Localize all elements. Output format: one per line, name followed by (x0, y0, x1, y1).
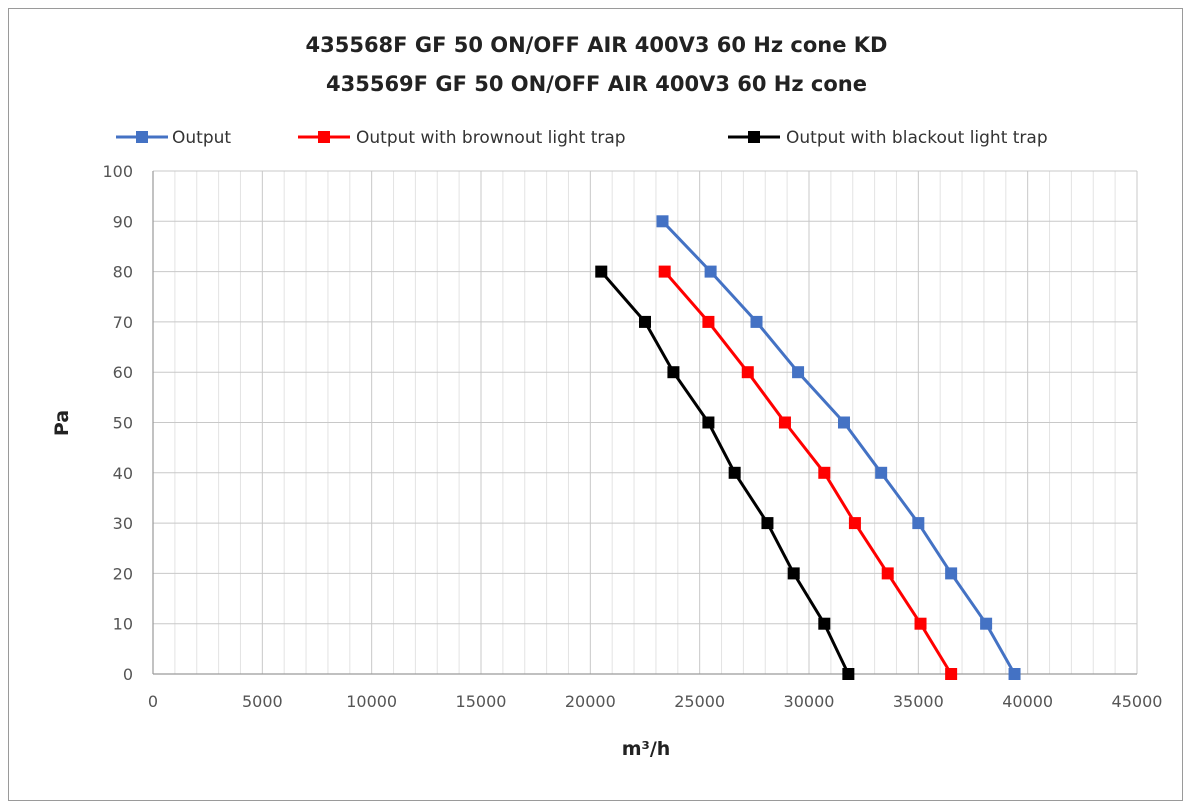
legend: Output Output with brownout light trap Out… (116, 128, 1048, 148)
chart-subtitle: 435569F GF 50 ON/OFF AIR 400V3 60 Hz con… (326, 72, 867, 96)
data-point (741, 366, 754, 379)
data-point (945, 567, 958, 580)
y-tick-label: 30 (113, 514, 133, 533)
data-point (778, 416, 791, 429)
x-tick-label: 20000 (565, 692, 616, 711)
legend-label: Output with brownout light trap (356, 128, 626, 148)
y-tick-label: 70 (113, 313, 133, 332)
legend-entry: Output with brownout light trap (298, 128, 626, 148)
data-point (639, 315, 651, 328)
series-1 (656, 215, 1021, 680)
chart-frame (8, 8, 1183, 801)
data-point (818, 617, 831, 630)
x-tick-label: 15000 (456, 692, 507, 711)
data-point (792, 366, 805, 379)
data-point (787, 567, 800, 580)
series-2 (658, 265, 958, 680)
legend-marker (136, 131, 148, 143)
data-point (881, 567, 894, 580)
data-point (595, 265, 608, 278)
series-line (661, 220, 1016, 675)
y-tick-label: 60 (113, 363, 133, 382)
series-layer (595, 215, 1021, 680)
x-axis-label: m³/h (622, 738, 671, 760)
y-tick-label: 50 (113, 414, 133, 433)
data-point (914, 617, 927, 630)
x-tick-label: 35000 (893, 692, 944, 711)
y-tick-label: 40 (113, 464, 133, 483)
legend-marker (748, 131, 760, 143)
y-axis-label: Pa (51, 410, 73, 436)
data-point (848, 517, 861, 530)
data-point (761, 517, 774, 530)
data-point (1008, 668, 1021, 680)
data-point (702, 315, 715, 328)
data-point (750, 315, 763, 328)
x-tick-label: 25000 (674, 692, 725, 711)
y-tick-label: 20 (113, 564, 133, 583)
series-3 (595, 265, 855, 680)
data-point (945, 668, 958, 680)
x-tick-label: 40000 (1002, 692, 1053, 711)
y-tick-label: 10 (113, 615, 133, 634)
legend-entry: Output (116, 128, 231, 148)
data-point (842, 668, 855, 680)
data-point (658, 265, 671, 278)
data-point (912, 517, 925, 530)
data-point (656, 215, 669, 228)
chart-title: 435568F GF 50 ON/OFF AIR 400V3 60 Hz con… (305, 33, 888, 57)
legend-marker (318, 131, 330, 143)
data-point (980, 617, 993, 630)
x-tick-label: 30000 (784, 692, 835, 711)
y-tick-label: 0 (123, 665, 133, 684)
x-tick-label: 10000 (346, 692, 397, 711)
data-point (837, 416, 850, 429)
y-tick-label: 90 (113, 212, 133, 231)
axes: 0 5000 10000 15000 20000 25000 30000 35000 40000… (102, 162, 1162, 711)
grid (152, 170, 1138, 675)
legend-entry: Output with blackout light trap (728, 128, 1048, 148)
data-point (818, 466, 831, 479)
data-point (702, 416, 715, 429)
data-point (704, 265, 717, 278)
x-tick-label: 0 (148, 692, 158, 711)
legend-label: Output (172, 128, 231, 148)
data-point (875, 466, 888, 479)
data-point (728, 466, 741, 479)
legend-label: Output with blackout light trap (786, 128, 1048, 148)
y-tick-label: 100 (102, 162, 133, 181)
x-tick-label: 5000 (242, 692, 283, 711)
y-tick-label: 80 (113, 263, 133, 282)
data-point (667, 366, 680, 379)
x-tick-label: 45000 (1112, 692, 1163, 711)
